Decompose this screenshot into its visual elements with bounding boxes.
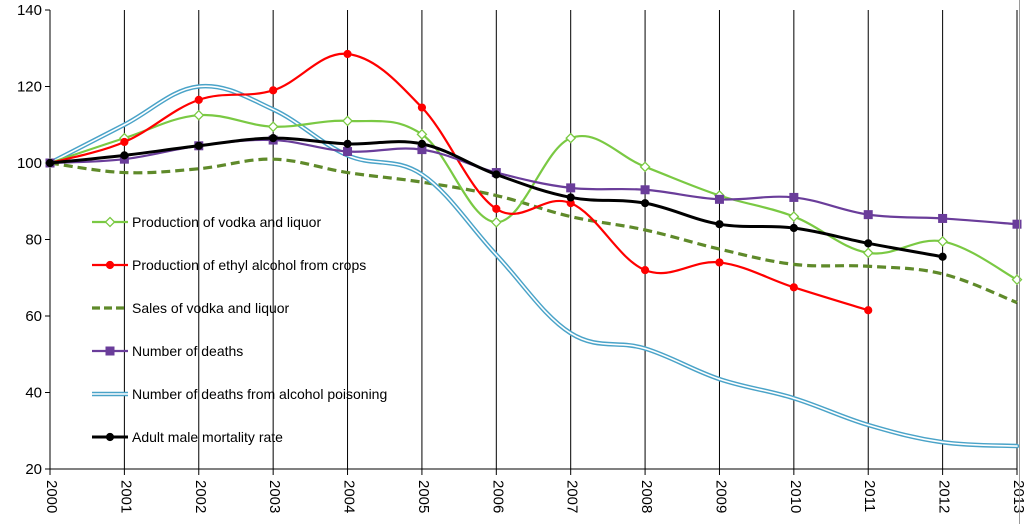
legend: Production of vodka and liquor Production… [92, 214, 387, 445]
legend-item-adult-male-mortality-rate: Adult male mortality rate [92, 429, 283, 445]
series-number-of-deaths-point [566, 183, 576, 193]
x-tick-label: 2006 [489, 480, 506, 513]
series-production-of-ethyl-alcohol-from-crops-point [492, 204, 501, 213]
y-tick-label: 100 [17, 155, 42, 172]
series-sales-of-vodka-and-liquor-line [49, 157, 1018, 305]
x-tick-label: 2009 [712, 480, 729, 513]
legend-item-sales-of-vodka-and-liquor: Sales of vodka and liquor [92, 300, 290, 316]
series-adult-male-mortality-rate-point [269, 134, 278, 143]
y-tick-label: 60 [25, 308, 42, 325]
series-number-of-deaths-point [343, 147, 353, 157]
x-tick-label: 2004 [341, 480, 358, 513]
series-production-of-ethyl-alcohol-from-crops-point [640, 266, 650, 275]
series-number-of-deaths-from-alcohol-poisoning-line-inner [49, 85, 1018, 447]
y-tick-label: 80 [25, 232, 42, 249]
series-production-of-vodka-and-liquor-line [49, 113, 1018, 281]
series-layer [44, 49, 1023, 449]
x-tick-label: 2011 [861, 480, 878, 512]
legend-item-production-of-vodka-and-liquor-label: Production of vodka and liquor [132, 214, 321, 230]
series-production-of-ethyl-alcohol-from-crops-point [120, 137, 129, 147]
legend-item-number-of-deaths: Number of deaths [92, 343, 243, 359]
series-production-of-vodka-and-liquor-point [862, 247, 874, 259]
series-production-of-ethyl-alcohol-from-crops-point [269, 86, 278, 95]
series-number-of-deaths-from-alcohol-poisoning [47, 83, 1020, 449]
x-tick-label: 2013 [1010, 480, 1027, 513]
series-number-of-deaths-point [714, 194, 724, 204]
legend-item-number-of-deaths-from-alcohol-poisoning: Number of deaths from alcohol poisoning [92, 386, 387, 402]
y-tick-label: 140 [17, 2, 42, 19]
x-tick-label: 2005 [415, 480, 432, 513]
legend-item-production-of-ethyl-alcohol-from-crops: Production of ethyl alcohol from crops [92, 257, 366, 273]
series-number-of-deaths-point [938, 213, 948, 223]
x-tick-label: 2010 [787, 480, 804, 513]
series-production-of-ethyl-alcohol-from-crops-point [715, 258, 724, 267]
series-number-of-deaths-point [640, 185, 650, 195]
x-tick-label: 2007 [564, 480, 581, 513]
series-production-of-ethyl-alcohol-from-crops-point [417, 103, 427, 112]
legend-item-adult-male-mortality-rate-label: Adult male mortality rate [132, 429, 283, 445]
x-tick-label: 2012 [936, 480, 953, 513]
series-adult-male-mortality-rate [45, 134, 947, 261]
series-production-of-vodka-and-liquor-point [1011, 274, 1023, 286]
legend-item-production-of-vodka-and-liquor-point [104, 216, 116, 228]
x-tick-label: 2008 [638, 480, 655, 513]
x-tick-label: 2002 [192, 480, 209, 513]
series-adult-male-mortality-rate-point [492, 170, 501, 179]
y-tick-label: 40 [25, 385, 42, 402]
series-adult-male-mortality-rate-point [417, 139, 427, 148]
series-sales-of-vodka-and-liquor [49, 157, 1018, 305]
series-adult-male-mortality-rate-point [120, 151, 129, 160]
series-adult-male-mortality-rate-point [45, 158, 55, 168]
series-production-of-ethyl-alcohol-from-crops-point [194, 95, 203, 104]
plot-frame-right-border [1019, 0, 1020, 524]
legend-item-production-of-ethyl-alcohol-from-crops-point [105, 260, 115, 270]
series-adult-male-mortality-rate-point [789, 223, 798, 233]
series-adult-male-mortality-rate-point [715, 220, 724, 229]
y-tick-label: 20 [25, 461, 42, 478]
series-adult-male-mortality-rate-point [343, 139, 352, 148]
series-production-of-vodka-and-liquor-point [937, 235, 949, 247]
legend-item-sales-of-vodka-and-liquor-label: Sales of vodka and liquor [132, 300, 290, 316]
series-production-of-vodka-and-liquor-point [416, 128, 428, 140]
series-production-of-ethyl-alcohol-from-crops-point [864, 306, 873, 315]
x-tick-label: 2003 [266, 480, 283, 513]
series-production-of-ethyl-alcohol-from-crops-point [343, 49, 352, 59]
legend-item-production-of-vodka-and-liquor: Production of vodka and liquor [92, 214, 321, 230]
legend-item-number-of-deaths-point [105, 346, 115, 356]
series-production-of-ethyl-alcohol-from-crops [45, 49, 873, 315]
series-adult-male-mortality-rate-point [864, 239, 873, 248]
series-adult-male-mortality-rate-point [194, 141, 203, 150]
series-number-of-deaths-point [1012, 219, 1022, 229]
series-production-of-vodka-and-liquor-point [267, 121, 279, 133]
series-production-of-ethyl-alcohol-from-crops-point [789, 283, 798, 292]
axes-layer: 20 40 60 80 100 120 140 2000 2001 2002 2003 2004 200… [17, 2, 1027, 513]
series-production-of-vodka-and-liquor-point [490, 216, 502, 228]
series-adult-male-mortality-rate-point [938, 252, 947, 261]
x-tick-label: 2001 [117, 480, 134, 513]
series-number-of-deaths-point [789, 192, 799, 202]
series-production-of-vodka-and-liquor-point [788, 211, 800, 222]
series-adult-male-mortality-rate-point [566, 193, 575, 202]
y-tick-label: 120 [17, 79, 42, 96]
legend-item-adult-male-mortality-rate-point [105, 432, 115, 442]
series-production-of-vodka-and-liquor-point [193, 109, 205, 121]
legend-item-number-of-deaths-from-alcohol-poisoning-label: Number of deaths from alcohol poisoning [132, 386, 387, 402]
series-production-of-vodka-and-liquor-point [342, 115, 353, 127]
series-production-of-vodka-and-liquor-point [639, 161, 651, 173]
legend-item-production-of-ethyl-alcohol-from-crops-label: Production of ethyl alcohol from crops [132, 257, 366, 273]
series-number-of-deaths-point [863, 210, 873, 220]
legend-item-number-of-deaths-label: Number of deaths [132, 343, 243, 359]
series-adult-male-mortality-rate-point [640, 199, 650, 208]
x-tick-label: 2000 [43, 480, 60, 513]
series-production-of-vodka-and-liquor-point [565, 132, 577, 144]
